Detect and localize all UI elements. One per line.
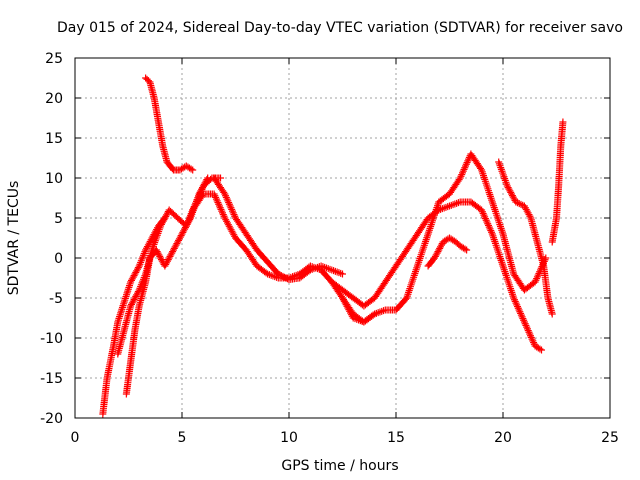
- y-tick-label: -5: [49, 291, 63, 307]
- x-tick-label: 5: [178, 430, 187, 446]
- y-tick-label: 0: [54, 251, 63, 267]
- x-tick-label: 0: [71, 430, 80, 446]
- data-markers: [548, 118, 567, 246]
- x-axis-label: GPS time / hours: [281, 458, 398, 474]
- data-markers: [424, 234, 471, 270]
- series-track-j: [495, 158, 556, 318]
- y-tick-label: 25: [45, 51, 63, 67]
- data-markers: [339, 150, 550, 326]
- y-tick-label: 15: [45, 131, 63, 147]
- data-markers: [99, 214, 169, 418]
- series-track-h: [339, 150, 550, 326]
- plot-frame: [74, 57, 611, 419]
- series-track-i: [424, 234, 471, 270]
- chart-title: Day 015 of 2024, Sidereal Day-to-day VTE…: [57, 20, 623, 36]
- x-tick-label: 25: [601, 430, 619, 446]
- x-tick-label: 10: [280, 430, 298, 446]
- grid: [75, 58, 610, 418]
- y-tick-label: 20: [45, 91, 63, 107]
- data-markers: [210, 174, 346, 284]
- y-axis-label: SDTVAR / TECUs: [6, 181, 22, 296]
- y-tick-label: 10: [45, 171, 63, 187]
- series-track-d: [142, 74, 197, 174]
- data-markers: [142, 74, 197, 174]
- series-track-k: [548, 118, 567, 246]
- series-track-a: [99, 214, 169, 418]
- y-tick-label: -15: [40, 371, 63, 387]
- x-tick-label: 20: [494, 430, 512, 446]
- series-track-f: [210, 174, 346, 284]
- y-tick-label: -10: [40, 331, 63, 347]
- x-tick-label: 15: [387, 430, 405, 446]
- data-markers: [495, 158, 556, 318]
- y-tick-label: -20: [40, 411, 63, 427]
- y-tick-label: 5: [54, 211, 63, 227]
- data-points: [99, 74, 567, 418]
